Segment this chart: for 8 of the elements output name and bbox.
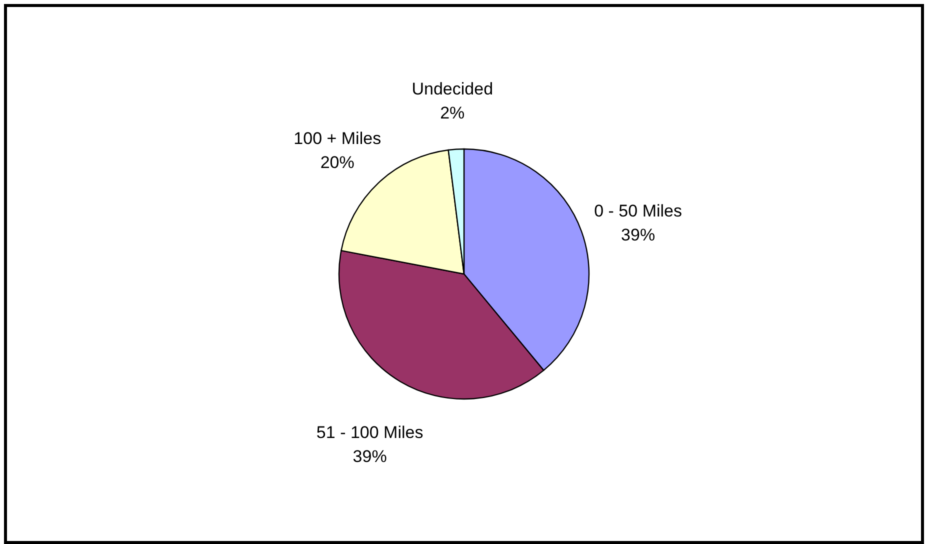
slice-label: 100 + Miles: [294, 129, 382, 148]
data-label: 39%: [621, 225, 656, 244]
data-label: 39%: [352, 447, 387, 466]
data-label: 2%: [440, 103, 465, 122]
data-label: 20%: [320, 153, 354, 172]
slice-label: 51 - 100 Miles: [316, 423, 424, 442]
slice-label: Undecided: [412, 79, 494, 98]
slice-label: 0 - 50 Miles: [594, 201, 682, 220]
